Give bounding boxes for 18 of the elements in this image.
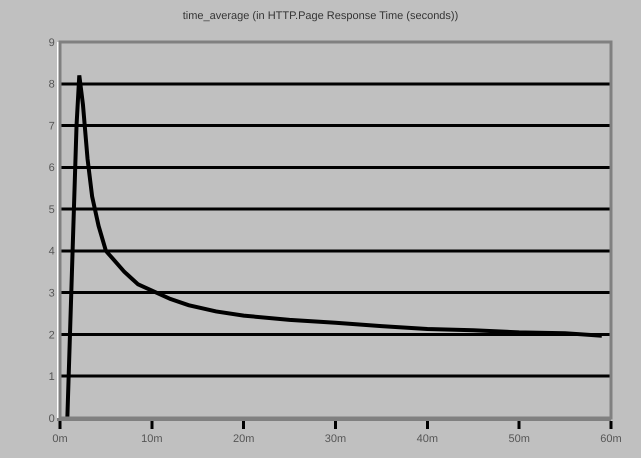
x-tick-label: 60m: [600, 433, 622, 446]
y-tick-label: 7: [48, 120, 55, 132]
chart-title: time_average (in HTTP.Page Response Time (seconds)): [182, 10, 458, 22]
y-tick-label: 1: [48, 371, 55, 384]
y-tick-label: 5: [48, 204, 55, 216]
x-tick-label: 10m: [141, 433, 163, 446]
y-tick-label: 2: [48, 329, 55, 342]
x-tick-label: 20m: [232, 433, 254, 446]
y-tick-label: 9: [48, 36, 55, 49]
y-tick-label: 8: [48, 78, 55, 91]
x-tick-label: 0m: [52, 433, 68, 446]
y-tick-label: 4: [48, 246, 55, 258]
y-tick-label: 6: [48, 162, 55, 174]
x-tick-label: 50m: [508, 433, 530, 446]
y-tick-label: 0: [48, 412, 55, 425]
y-tick-label: 3: [48, 288, 55, 300]
x-tick-label: 30m: [324, 433, 346, 446]
x-tick-label: 40m: [416, 433, 438, 446]
